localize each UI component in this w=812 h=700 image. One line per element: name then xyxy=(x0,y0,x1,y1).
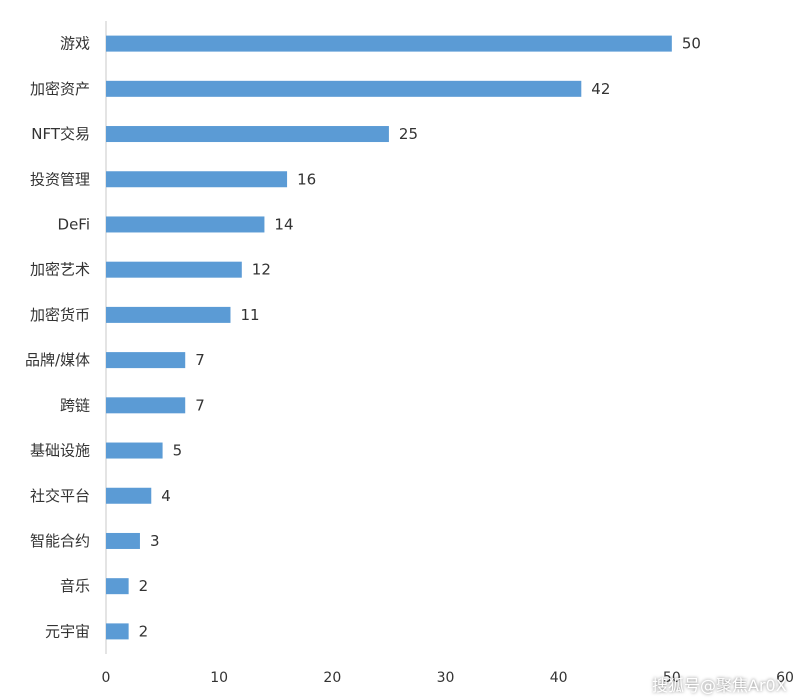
bar xyxy=(106,126,389,143)
category-label: 社交平台 xyxy=(30,487,90,505)
category-label: NFT交易 xyxy=(31,125,90,143)
x-tick-label: 10 xyxy=(210,670,228,686)
category-label: 投资管理 xyxy=(30,170,90,188)
category-label: 加密货币 xyxy=(30,306,90,324)
data-label: 3 xyxy=(150,532,160,550)
bar xyxy=(106,35,672,52)
data-label: 4 xyxy=(161,487,171,505)
category-label: 加密艺术 xyxy=(30,261,90,279)
category-label: 加密资产 xyxy=(30,80,90,98)
x-tick-label: 50 xyxy=(663,670,681,686)
bar xyxy=(106,306,231,323)
data-label: 5 xyxy=(173,442,183,460)
x-tick-label: 0 xyxy=(102,670,111,686)
bar xyxy=(106,442,163,459)
bars xyxy=(106,35,672,640)
data-label: 7 xyxy=(195,351,205,369)
bar xyxy=(106,532,140,549)
category-label: 跨链 xyxy=(60,396,90,414)
x-tick-label: 60 xyxy=(776,670,794,686)
data-label: 2 xyxy=(139,622,149,640)
bar xyxy=(106,623,129,640)
x-tick-label: 20 xyxy=(323,670,341,686)
bar xyxy=(106,578,129,595)
data-label: 7 xyxy=(195,396,205,414)
bar xyxy=(106,80,582,97)
bar xyxy=(106,487,152,504)
bar xyxy=(106,171,288,188)
x-tick-label: 30 xyxy=(437,670,455,686)
data-label: 25 xyxy=(399,125,418,143)
data-label: 2 xyxy=(139,577,149,595)
data-label: 16 xyxy=(297,170,316,188)
category-label: 品牌/媒体 xyxy=(25,351,90,369)
data-label: 12 xyxy=(252,261,271,279)
bar xyxy=(106,261,242,278)
category-label: 元宇宙 xyxy=(45,622,90,640)
x-tick-label: 40 xyxy=(550,670,568,686)
bar xyxy=(106,352,186,369)
data-label: 50 xyxy=(682,35,701,53)
bar xyxy=(106,216,265,233)
category-label: 智能合约 xyxy=(30,532,90,550)
data-label: 11 xyxy=(240,306,259,324)
category-label: 音乐 xyxy=(60,577,90,595)
watermark: 搜狐号@聚焦Ar0X xyxy=(652,676,787,695)
category-label: 基础设施 xyxy=(30,442,90,460)
category-label: 游戏 xyxy=(60,35,90,53)
category-label: DeFi xyxy=(58,215,90,233)
data-label: 42 xyxy=(591,80,610,98)
bar xyxy=(106,397,186,414)
data-label: 14 xyxy=(274,215,293,233)
